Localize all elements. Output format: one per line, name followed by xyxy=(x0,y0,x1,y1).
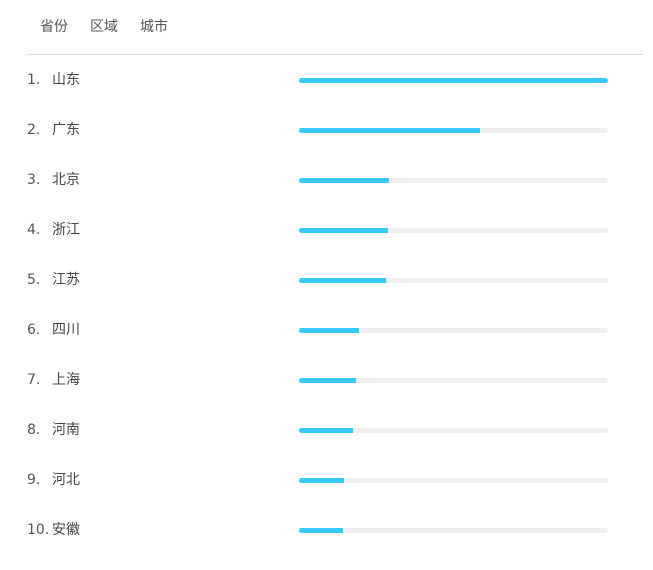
progress-track xyxy=(299,178,608,183)
progress-track xyxy=(299,528,608,533)
progress-fill xyxy=(299,78,608,83)
ranking-row: 8. 河南 xyxy=(27,420,627,470)
rank-number: 2. xyxy=(27,122,41,138)
progress-track xyxy=(299,228,608,233)
province-name: 江苏 xyxy=(52,272,80,288)
progress-fill xyxy=(299,528,343,533)
rank-number: 5. xyxy=(27,272,41,288)
progress-track xyxy=(299,328,608,333)
province-name: 山东 xyxy=(52,72,80,88)
progress-fill xyxy=(299,228,388,233)
rank-number: 10. xyxy=(27,522,50,538)
rank-number: 8. xyxy=(27,422,41,438)
ranking-row: 7. 上海 xyxy=(27,370,627,420)
progress-track xyxy=(299,378,608,383)
province-name: 安徽 xyxy=(52,522,80,538)
progress-track xyxy=(299,278,608,283)
rank-number: 1. xyxy=(27,72,41,88)
divider xyxy=(27,54,644,55)
ranking-row: 4. 浙江 xyxy=(27,220,627,270)
progress-fill xyxy=(299,378,356,383)
tab-region[interactable]: 区域 xyxy=(90,19,118,35)
progress-fill xyxy=(299,178,389,183)
ranking-list: 1. 山东 2. 广东 3. 北京 4. 浙江 5. 江苏 6. 四川 7. 上海 8. 河南 9. 河北 10. 安… xyxy=(27,70,627,570)
progress-track xyxy=(299,428,608,433)
progress-fill xyxy=(299,478,345,483)
province-name: 河北 xyxy=(52,472,80,488)
tab-city[interactable]: 城市 xyxy=(140,19,168,35)
region-tabs: 省份 区域 城市 xyxy=(40,17,168,37)
ranking-row: 9. 河北 xyxy=(27,470,627,520)
rank-number: 7. xyxy=(27,372,41,388)
progress-fill xyxy=(299,328,359,333)
progress-fill xyxy=(299,278,387,283)
tab-province[interactable]: 省份 xyxy=(40,19,68,35)
rank-number: 6. xyxy=(27,322,41,338)
ranking-row: 1. 山东 xyxy=(27,70,627,120)
province-name: 浙江 xyxy=(52,222,80,238)
ranking-row: 2. 广东 xyxy=(27,120,627,170)
progress-fill xyxy=(299,128,481,133)
rank-number: 9. xyxy=(27,472,41,488)
progress-fill xyxy=(299,428,354,433)
progress-track xyxy=(299,128,608,133)
ranking-row: 5. 江苏 xyxy=(27,270,627,320)
rank-number: 4. xyxy=(27,222,41,238)
province-name: 广东 xyxy=(52,122,80,138)
province-name: 北京 xyxy=(52,172,80,188)
ranking-row: 6. 四川 xyxy=(27,320,627,370)
progress-track xyxy=(299,78,608,83)
province-name: 四川 xyxy=(52,322,80,338)
province-name: 河南 xyxy=(52,422,80,438)
ranking-row: 3. 北京 xyxy=(27,170,627,220)
rank-number: 3. xyxy=(27,172,41,188)
province-name: 上海 xyxy=(52,372,80,388)
progress-track xyxy=(299,478,608,483)
ranking-row: 10. 安徽 xyxy=(27,520,627,570)
